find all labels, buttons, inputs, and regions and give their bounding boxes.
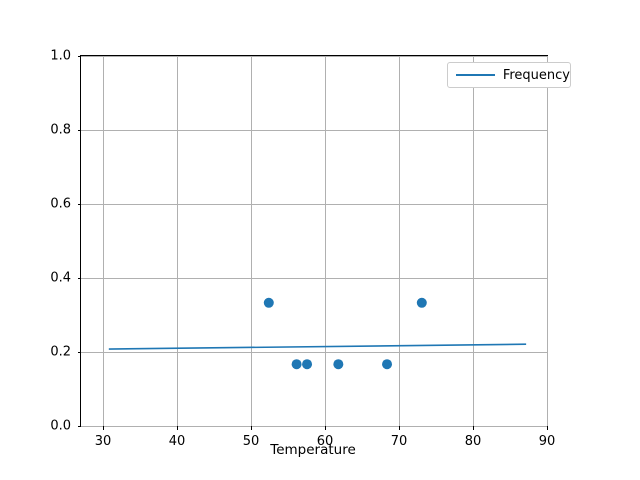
scatter-point — [333, 359, 344, 370]
xtick-label: 40 — [168, 434, 186, 449]
x-axis-label: Temperature — [270, 442, 356, 458]
ytick-mark-0.2 — [77, 352, 81, 353]
xtick-mark-80 — [473, 426, 474, 430]
gridline-y-0.8 — [81, 130, 547, 131]
gridline-x-70 — [399, 56, 400, 426]
ytick-mark-0.0 — [77, 426, 81, 427]
ytick-mark-0.6 — [77, 204, 81, 205]
xtick-label: 70 — [390, 434, 408, 449]
plot-data-layer — [108, 297, 527, 370]
frequency-line — [108, 343, 527, 350]
gridline-x-40 — [177, 56, 178, 426]
scatter-point — [382, 359, 393, 370]
xtick-label: 50 — [242, 434, 260, 449]
gridline-y-0.0 — [81, 426, 547, 427]
xtick-mark-60 — [325, 426, 326, 430]
scatter-point — [263, 297, 274, 308]
scatter-point — [291, 359, 302, 370]
ytick-label: 0.2 — [50, 344, 71, 360]
xtick-mark-70 — [399, 426, 400, 430]
line-path — [108, 343, 527, 350]
xtick-label: 80 — [464, 434, 482, 449]
ytick-mark-0.8 — [77, 130, 81, 131]
scatter-point — [302, 359, 313, 370]
xtick-label: 60 — [316, 434, 334, 449]
xtick-label: 30 — [94, 434, 112, 449]
plot-axes: 30 40 50 60 70 80 90 0.0 0.2 0.4 0.6 0.8… — [50, 49, 571, 449]
xtick-mark-90 — [547, 426, 548, 430]
gridline-y-1.0 — [81, 56, 547, 57]
gridline-y-0.2 — [81, 352, 547, 353]
legend-line-glyph — [456, 74, 495, 76]
gridline-x-30 — [103, 56, 104, 426]
ytick-label: 0.8 — [50, 122, 71, 138]
ytick-mark-1.0 — [77, 56, 81, 57]
ytick-label: 0.4 — [50, 270, 71, 286]
gridline-x-60 — [325, 56, 326, 426]
gridline-x-80 — [473, 56, 474, 426]
scatter-points — [263, 297, 427, 370]
gridline-x-50 — [251, 56, 252, 426]
legend-entry-label: Frequency — [502, 67, 570, 83]
ytick-label: 0.0 — [50, 418, 71, 434]
xtick-label: 90 — [538, 434, 556, 449]
xtick-mark-40 — [177, 426, 178, 430]
gridline-y-0.6 — [81, 204, 547, 205]
legend-box[interactable]: Frequency — [447, 62, 571, 88]
ytick-label: 1.0 — [50, 48, 71, 64]
legend-line-swatch — [456, 69, 495, 81]
gridline-y-0.4 — [81, 278, 547, 279]
xtick-mark-50 — [251, 426, 252, 430]
xtick-mark-30 — [103, 426, 104, 430]
ytick-mark-0.4 — [77, 278, 81, 279]
ytick-label: 0.6 — [50, 196, 71, 212]
gridline-x-90 — [547, 56, 548, 426]
scatter-point — [416, 297, 427, 308]
